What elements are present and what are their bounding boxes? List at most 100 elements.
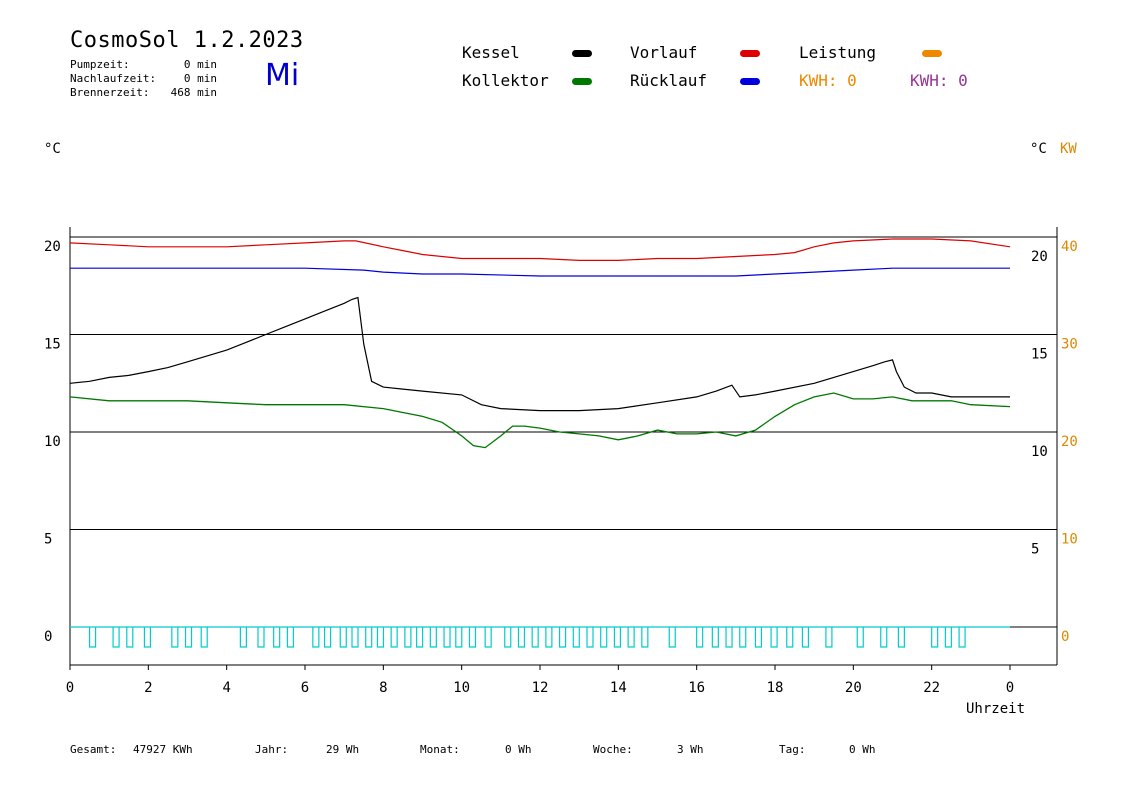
series-line-kessel (69, 296, 1010, 412)
pump-pulse (365, 627, 373, 648)
x-tick-label: 0 (1006, 680, 1014, 696)
x-axis-label: Uhrzeit (966, 701, 1026, 717)
footer-month-label: Monat: (420, 743, 460, 756)
pump-pulse (931, 627, 939, 648)
y-left-tick-label: 0 (44, 629, 52, 645)
y-right-kw-tick-label: 30 (1061, 337, 1078, 353)
pump-pulse (504, 627, 512, 648)
left-axis-unit: °C (44, 141, 61, 157)
pump-pulse (239, 627, 247, 648)
pump-pulse (627, 627, 635, 648)
legend-vorlauf-swatch (740, 50, 760, 57)
pump-pulse (897, 627, 905, 648)
y-right-kw-tick-label: 10 (1061, 532, 1078, 548)
pump-pulse (517, 627, 526, 648)
followup-time-value: 0 min (183, 72, 217, 85)
pump-pulse (739, 627, 747, 648)
pump-pulse (711, 627, 719, 648)
pump-pulse (429, 627, 437, 648)
x-tick-label: 14 (610, 680, 627, 696)
y-right-tick-label: 5 (1031, 542, 1039, 558)
legend-ruecklauf-swatch (740, 78, 760, 85)
series-line-ruecklauf (70, 267, 1010, 277)
footer-day-value: 0 Wh (849, 743, 876, 756)
pump-pulse (696, 627, 704, 648)
footer-total-label: Gesamt: (70, 743, 117, 756)
x-tick-label: 8 (379, 680, 387, 696)
pump-pulse (312, 627, 320, 648)
x-tick-label: 2 (144, 680, 152, 696)
pump-pulse (600, 627, 608, 648)
legend-kollektor-label: Kollektor (462, 71, 549, 90)
pump-pulse (558, 627, 567, 648)
pump-pulse (468, 627, 477, 648)
pump-pulse (725, 627, 733, 648)
pump-pulse (856, 627, 864, 648)
pump-pulse (880, 627, 888, 648)
right-axis-kw-unit: KW (1060, 141, 1077, 157)
pump-pulse (257, 627, 265, 648)
pump-pulse (390, 627, 398, 648)
pump-pulse (126, 627, 134, 648)
pump-pulse (770, 627, 778, 648)
footer-year-value: 29 Wh (326, 743, 360, 756)
legend-kessel-swatch (572, 50, 592, 57)
x-tick-label: 0 (66, 680, 74, 696)
pump-pulse (801, 627, 810, 648)
pump-pulse (184, 627, 193, 648)
legend-ruecklauf-label: Rücklauf (630, 71, 708, 90)
series-line-kollektor (69, 392, 1011, 449)
pump-time-label: Pumpzeit: (70, 58, 130, 71)
pump-pulse (545, 627, 553, 648)
pump-pulse (586, 627, 594, 648)
pump-pulse (143, 627, 152, 648)
footer-month-value: 0 Wh (505, 743, 532, 756)
y-left-tick-label: 20 (44, 239, 61, 255)
pump-pulse (668, 627, 676, 648)
followup-time-label: Nachlaufzeit: (70, 72, 157, 85)
y-right-kw-tick-label: 20 (1061, 434, 1078, 450)
weekday-label: Mi (265, 58, 300, 93)
legend-vorlauf-label: Vorlauf (630, 43, 698, 62)
pump-pulse (443, 627, 451, 648)
y-left-tick-label: 10 (44, 434, 61, 450)
series-line-vorlauf (69, 238, 1011, 261)
y-left-tick-label: 15 (44, 337, 61, 353)
pump-pulse (200, 627, 208, 648)
pump-pulse (286, 627, 294, 648)
legend-leistung-swatch (922, 50, 942, 57)
pump-pulse (484, 627, 492, 648)
x-tick-label: 22 (923, 680, 940, 696)
x-tick-label: 18 (767, 680, 784, 696)
footer-year-label: Jahr: (255, 743, 289, 756)
pump-pulse (339, 627, 347, 648)
pump-pulse (455, 627, 463, 648)
footer-week-label: Woche: (593, 743, 633, 756)
legend-kwh-1: KWH: 0 (799, 71, 857, 90)
x-tick-label: 4 (222, 680, 230, 696)
pump-pulse (641, 627, 649, 648)
x-tick-label: 10 (453, 680, 470, 696)
pump-pulse (825, 627, 833, 648)
pump-pulse (323, 627, 332, 648)
legend-kessel-label: Kessel (462, 43, 520, 62)
footer-total-value: 47927 KWh (133, 743, 193, 756)
pump-pulse (404, 627, 412, 648)
pump-pulse (376, 627, 385, 648)
x-tick-label: 6 (301, 680, 309, 696)
footer-day-label: Tag: (779, 743, 806, 756)
pump-pulse (531, 627, 539, 648)
burner-time-label: Brennerzeit: (70, 86, 150, 99)
pump-pulse (944, 627, 952, 648)
pump-pulse (613, 627, 622, 648)
y-right-tick-label: 15 (1031, 347, 1048, 363)
burner-time-value: 468 min (170, 86, 217, 99)
y-right-kw-tick-label: 40 (1061, 239, 1078, 255)
pump-pulse (416, 627, 424, 648)
pump-pulse (171, 627, 179, 648)
right-axis-unit: °C (1030, 141, 1047, 157)
legend-kwh-2: KWH: 0 (910, 71, 968, 90)
x-tick-label: 12 (532, 680, 549, 696)
pump-pulse (958, 627, 966, 648)
